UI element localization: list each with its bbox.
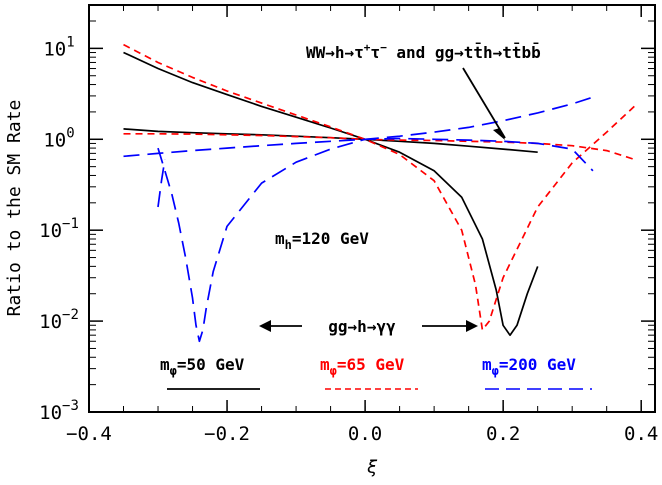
- x-tick-label: 0.2: [486, 423, 520, 445]
- ww-annotation-part2: and gg→tt̄h→tt̄bb̄: [387, 42, 541, 62]
- ww-annotation-arrow: [462, 67, 506, 140]
- ww-annotation-sup-plus: +: [364, 41, 371, 54]
- legend-65-base: m: [320, 355, 330, 374]
- y-tick-label-exp: −3: [62, 398, 79, 414]
- y-tick-label-base: 10: [39, 402, 62, 424]
- y-tick-label: 100: [43, 125, 74, 151]
- x-tick-label: 0.4: [624, 423, 658, 445]
- series-line-4: [123, 96, 594, 158]
- x-axis-ticks: −0.4 −0.2 0.0 0.2 0.4: [66, 5, 658, 445]
- x-tick-label: −0.2: [204, 423, 250, 445]
- legend-200-value: =200 GeV: [499, 355, 576, 374]
- y-tick-label-base: 10: [39, 220, 62, 242]
- legend-200-base: m: [482, 355, 492, 374]
- x-tick-label: −0.4: [66, 423, 112, 445]
- legend-50-base: m: [160, 355, 170, 374]
- y-tick-label: 10−2: [39, 307, 79, 333]
- legend-50-sub: φ: [170, 364, 177, 378]
- series-line-3: [123, 43, 635, 331]
- svg-text:mφ=200 GeV: mφ=200 GeV: [482, 355, 576, 378]
- legend-item-65gev: mφ=65 GeV: [320, 355, 418, 390]
- x-axis-label: ξ: [367, 457, 378, 478]
- legend-200-sub: φ: [492, 364, 499, 378]
- y-tick-label: 101: [43, 34, 74, 60]
- series-line-6: [157, 159, 166, 208]
- ww-annotation-tau2: τ: [370, 43, 380, 62]
- legend-65-sub: φ: [330, 364, 337, 378]
- mh-annotation: mh=120 GeV: [275, 229, 369, 252]
- legend-item-50gev: mφ=50 GeV: [160, 355, 260, 390]
- svg-text:mφ=50 GeV: mφ=50 GeV: [160, 355, 245, 378]
- plot-frame: [88, 4, 656, 413]
- x-tick-label: 0.0: [348, 423, 382, 445]
- mh-annotation-value: =120 GeV: [292, 229, 369, 248]
- series-layer: [123, 43, 635, 343]
- series-line-2: [123, 132, 635, 161]
- gg-gamma-arrow: [259, 320, 478, 332]
- y-tick-label-exp: −2: [62, 307, 79, 323]
- ww-annotation: WW→h→τ+τ− and gg→tt̄h→tt̄bb̄: [306, 41, 541, 62]
- y-tick-label-base: 10: [43, 38, 66, 60]
- legend-item-200gev: mφ=200 GeV: [482, 355, 592, 390]
- series-line-1: [123, 51, 539, 337]
- y-tick-label-base: 10: [43, 129, 66, 151]
- y-tick-label-exp: −1: [62, 216, 79, 232]
- y-tick-label-base: 10: [39, 311, 62, 333]
- y-tick-label: 10−3: [39, 398, 79, 424]
- legend: mφ=50 GeV mφ=65 GeV mφ=200 GeV: [160, 355, 592, 390]
- y-tick-label: 10−1: [39, 216, 79, 242]
- mh-annotation-base: m: [275, 229, 285, 248]
- gg-gamma-annotation: gg→h→γγ: [328, 317, 396, 336]
- svg-text:mφ=65 GeV: mφ=65 GeV: [320, 355, 405, 378]
- y-tick-label-exp: 0: [66, 125, 74, 141]
- ww-annotation-sup-minus: −: [380, 41, 387, 54]
- mh-annotation-sub: h: [285, 238, 292, 252]
- legend-65-value: =65 GeV: [337, 355, 405, 374]
- y-axis-label: Ratio to the SM Rate: [4, 100, 25, 317]
- y-tick-label-exp: 1: [66, 34, 74, 50]
- series-line-5: [157, 137, 594, 343]
- legend-50-value: =50 GeV: [177, 355, 245, 374]
- ww-annotation-part1: WW→h→τ: [306, 43, 364, 62]
